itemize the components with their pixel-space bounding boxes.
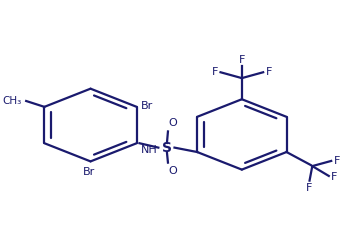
Text: F: F: [307, 182, 313, 193]
Text: F: F: [211, 67, 218, 77]
Text: Br: Br: [141, 101, 153, 111]
Text: F: F: [334, 156, 340, 166]
Text: S: S: [162, 141, 172, 155]
Text: CH₃: CH₃: [3, 96, 22, 106]
Text: F: F: [331, 172, 337, 182]
Text: NH: NH: [141, 145, 158, 155]
Text: F: F: [239, 55, 245, 64]
Text: F: F: [266, 67, 272, 77]
Text: O: O: [169, 118, 177, 128]
Text: O: O: [169, 166, 177, 176]
Text: Br: Br: [83, 167, 95, 177]
